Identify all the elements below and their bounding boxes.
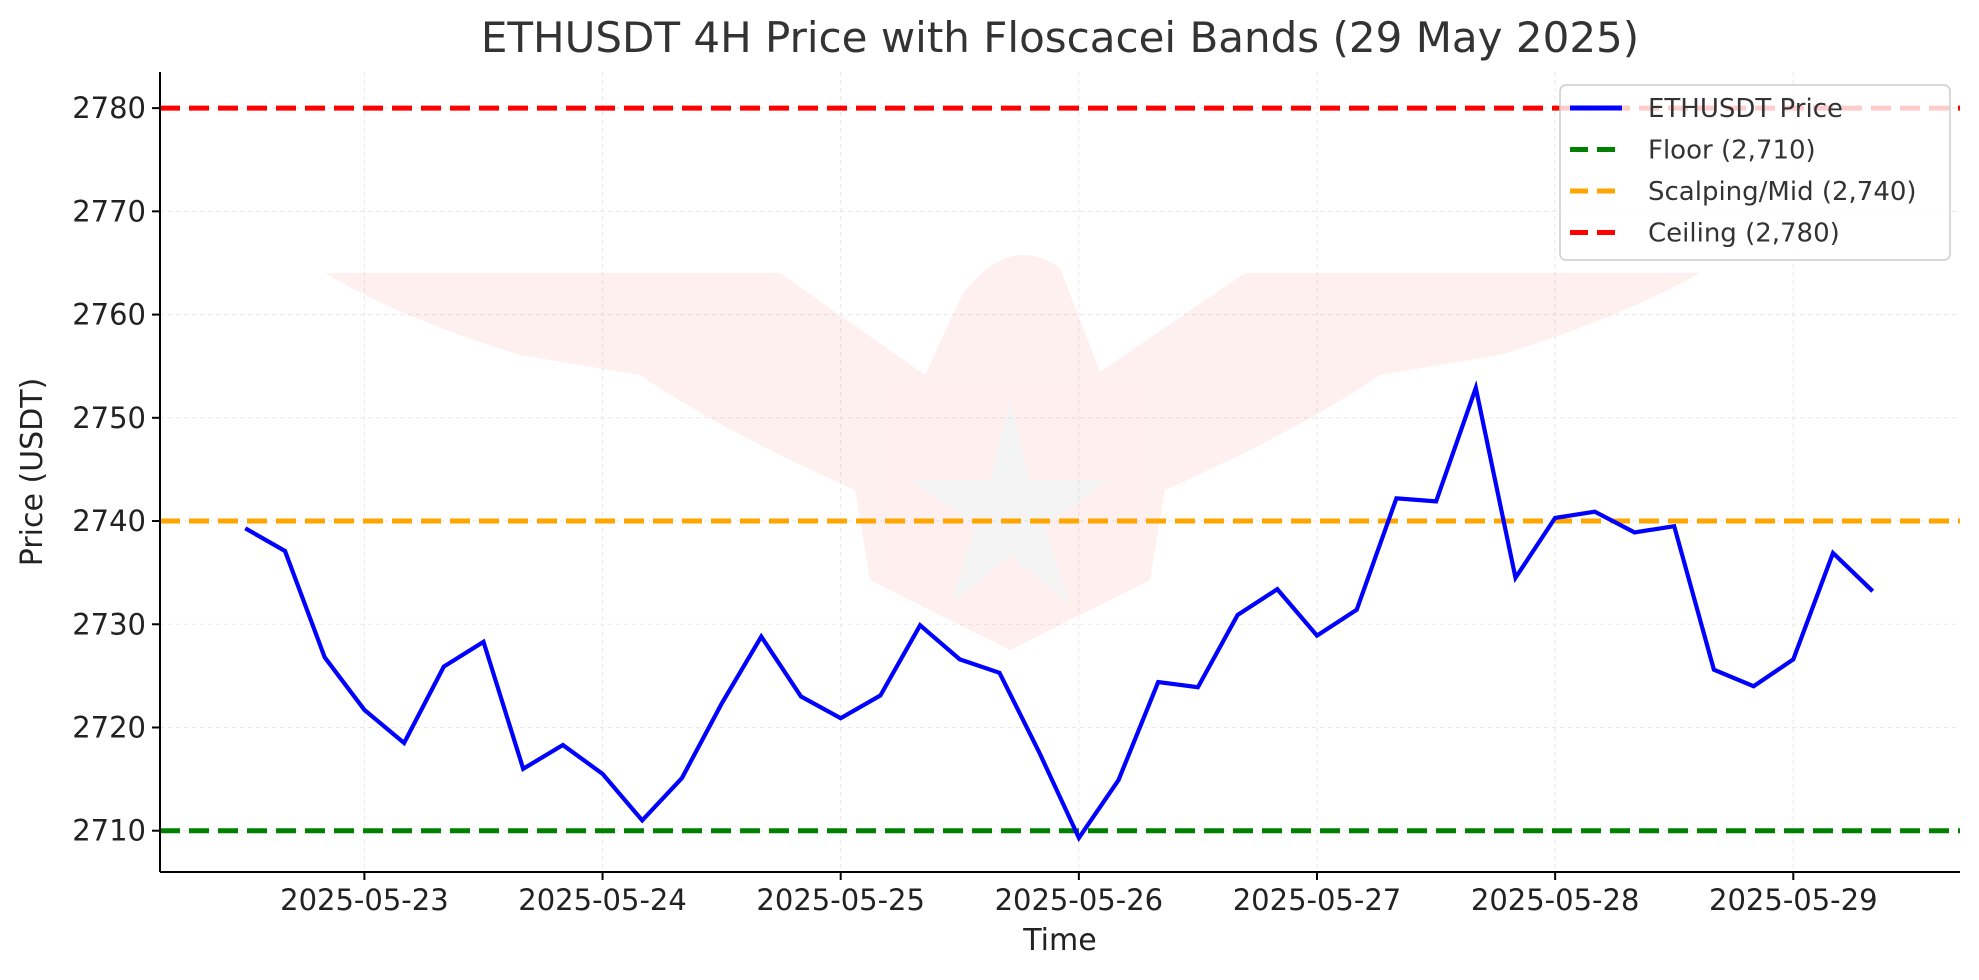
watermark-star <box>910 400 1110 605</box>
legend-label: Ceiling (2,780) <box>1648 219 1840 249</box>
chart-legend: ETHUSDT Price Floor (2,710) Scalping/Mid (… <box>1559 84 1951 261</box>
legend-box <box>1559 84 1951 261</box>
x-tick-label: 2025-05-23 <box>280 883 449 917</box>
x-tick-label: 2025-05-24 <box>518 883 687 917</box>
y-axis-ticks: 2710 2720 2730 2740 2750 2760 2770 2780 <box>72 91 160 848</box>
x-tick-label: 2025-05-28 <box>1471 883 1640 917</box>
chart-title: ETHUSDT 4H Price with Floscacei Bands (2… <box>481 13 1639 62</box>
series-line <box>244 380 1875 843</box>
x-tick-label: 2025-05-25 <box>756 883 925 917</box>
x-tick-label: 2025-05-27 <box>1233 883 1402 917</box>
horizontal-bands <box>160 105 1960 834</box>
x-axis-ticks: 2025-05-23 2025-05-24 2025-05-25 2025-05-26… <box>280 872 1878 917</box>
y-tick-label: 2780 <box>72 91 146 125</box>
y-tick-label: 2720 <box>72 710 146 744</box>
x-tick-label: 2025-05-26 <box>995 883 1164 917</box>
x-axis-label: Time <box>1022 923 1096 958</box>
x-tick-label: 2025-05-29 <box>1709 883 1878 917</box>
legend-entries: ETHUSDT Price Floor (2,710) Scalping/Mid (… <box>1570 94 1917 249</box>
y-tick-label: 2750 <box>72 401 146 435</box>
price-series <box>244 380 1875 843</box>
y-tick-label: 2760 <box>72 298 146 332</box>
y-tick-label: 2740 <box>72 504 146 538</box>
y-tick-label: 2710 <box>72 814 146 848</box>
legend-label: Floor (2,710) <box>1648 136 1816 166</box>
legend-label: Scalping/Mid (2,740) <box>1648 177 1917 207</box>
axes <box>159 72 1960 873</box>
y-tick-label: 2770 <box>72 194 146 228</box>
legend-label: ETHUSDT Price <box>1648 94 1843 124</box>
y-tick-label: 2730 <box>72 607 146 641</box>
eagle-emblem-watermark <box>325 254 1700 650</box>
watermark-wings <box>325 254 1700 650</box>
y-axis-label: Price (USDT) <box>15 378 50 567</box>
